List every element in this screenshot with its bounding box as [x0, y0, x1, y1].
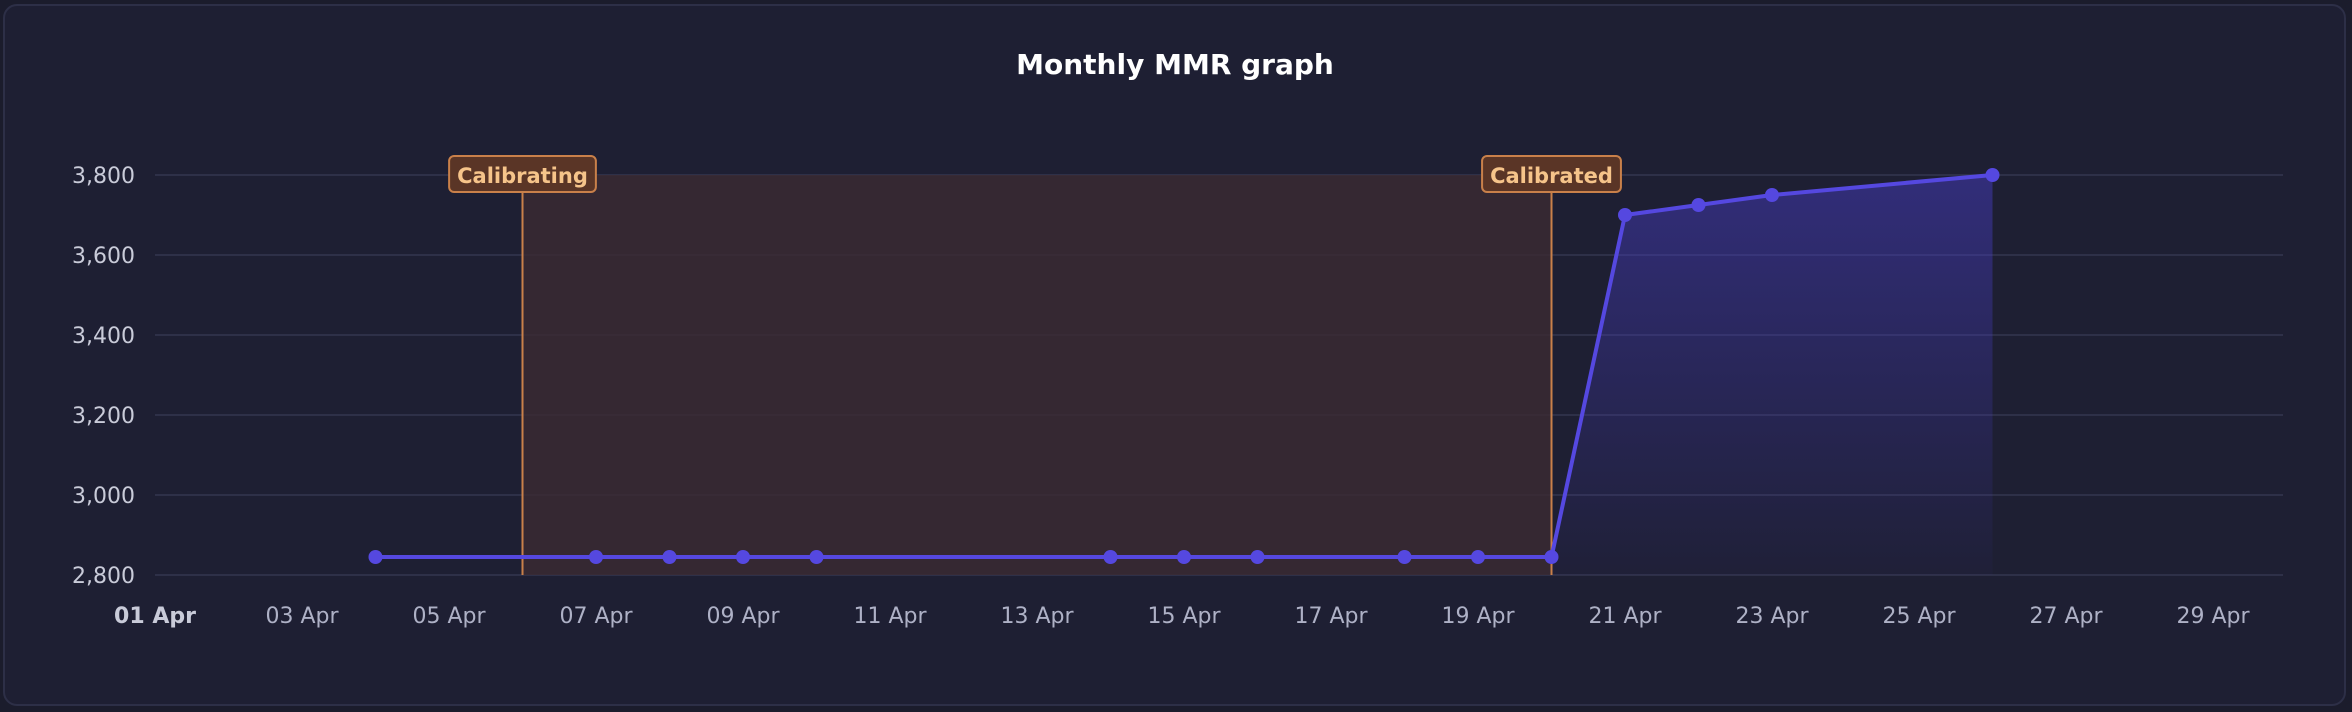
series-points: [368, 168, 2000, 564]
data-point: [1103, 550, 1118, 564]
x-tick-label: 25 Apr: [1882, 604, 1956, 629]
y-tick-label: 3,000: [72, 484, 135, 509]
annotation-label: Calibrated: [1490, 164, 1613, 188]
data-point: [1691, 198, 1706, 212]
x-tick-label: 17 Apr: [1294, 604, 1368, 629]
y-axis-ticks: 2,800 3,000 3,200 3,400 3,600 3,800: [72, 164, 135, 589]
annotation-badge: Calibrated: [1481, 155, 1622, 193]
data-point: [1250, 550, 1265, 564]
x-axis-ticks: 01 Apr 03 Apr 05 Apr 07 Apr 09 Apr 11 Apr 13 A…: [114, 604, 2250, 629]
y-tick-label: 3,400: [72, 324, 135, 349]
data-point: [809, 550, 824, 564]
data-point: [1765, 188, 1779, 202]
y-tick-label: 3,800: [72, 164, 135, 189]
annotation-lines: [521, 192, 1553, 575]
annotation-label: Calibrating: [457, 164, 588, 188]
annotation-badges: Calibrating Calibrated: [448, 155, 1622, 193]
data-point: [368, 550, 383, 564]
x-tick-label: 11 Apr: [853, 604, 927, 629]
x-tick-label: 29 Apr: [2176, 604, 2250, 629]
x-tick-label: 05 Apr: [412, 604, 486, 629]
series-area: [1551, 175, 1993, 575]
x-tick-label: 09 Apr: [706, 604, 780, 629]
series-area-fill: [1551, 175, 1993, 575]
data-point: [1397, 550, 1412, 564]
x-tick-label: 21 Apr: [1588, 604, 1662, 629]
chart-title: Monthly MMR graph: [1016, 48, 1334, 81]
data-point: [1618, 208, 1632, 222]
y-tick-label: 3,200: [72, 404, 135, 429]
x-tick-label: 19 Apr: [1441, 604, 1515, 629]
data-point: [1471, 550, 1485, 564]
data-point: [662, 550, 677, 564]
calibrating-region: [522, 175, 1552, 575]
x-tick-label: 27 Apr: [2029, 604, 2103, 629]
data-point: [589, 550, 603, 564]
annotation-badge: Calibrating: [448, 155, 597, 193]
x-tick-label: 15 Apr: [1147, 604, 1221, 629]
data-point: [1985, 168, 2000, 182]
x-tick-label: 23 Apr: [1735, 604, 1809, 629]
x-tick-label: 01 Apr: [114, 604, 196, 629]
x-tick-label: 07 Apr: [559, 604, 633, 629]
y-tick-label: 2,800: [72, 564, 135, 589]
annotation-badge-box: [1481, 155, 1622, 193]
data-point: [1544, 550, 1559, 564]
shaded-region: [522, 175, 1552, 575]
annotation-badge-box: [448, 155, 597, 193]
data-point: [1177, 550, 1191, 564]
data-point: [736, 550, 750, 564]
y-tick-label: 3,600: [72, 244, 135, 269]
x-tick-label: 13 Apr: [1000, 604, 1074, 629]
x-tick-label: 03 Apr: [265, 604, 339, 629]
